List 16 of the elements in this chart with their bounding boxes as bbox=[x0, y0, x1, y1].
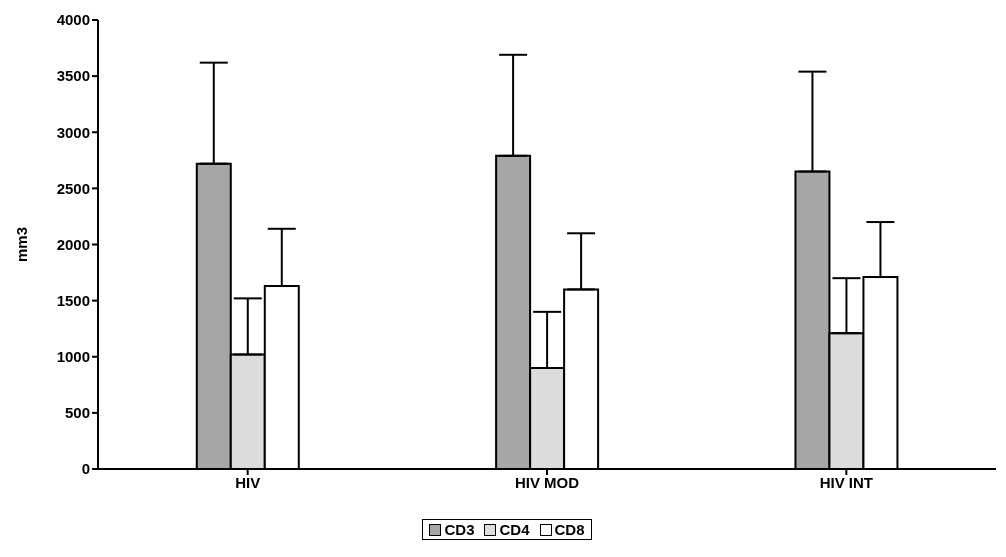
y-tick-label: 2500 bbox=[56, 179, 90, 197]
x-tick-label: HIV MOD bbox=[514, 473, 580, 491]
y-tick-label: 1500 bbox=[56, 291, 90, 309]
y-tick-label: 4000 bbox=[56, 11, 90, 29]
y-tick-label: 1000 bbox=[56, 348, 90, 366]
y-tick-label: 500 bbox=[64, 404, 90, 422]
y-tick-label: 0 bbox=[81, 460, 90, 478]
x-tick-label: HIV INT bbox=[819, 473, 874, 491]
y-tick-label: 3500 bbox=[56, 67, 90, 85]
legend-label: CD3 bbox=[443, 521, 475, 538]
x-tick-label: HIV bbox=[235, 473, 261, 491]
legend-label: CD4 bbox=[498, 521, 530, 538]
y-tick-label: 2000 bbox=[56, 235, 90, 253]
y-axis-title: mm3 bbox=[13, 226, 31, 263]
y-tick-label: 3000 bbox=[56, 123, 90, 141]
legend-label: CD8 bbox=[553, 521, 585, 538]
